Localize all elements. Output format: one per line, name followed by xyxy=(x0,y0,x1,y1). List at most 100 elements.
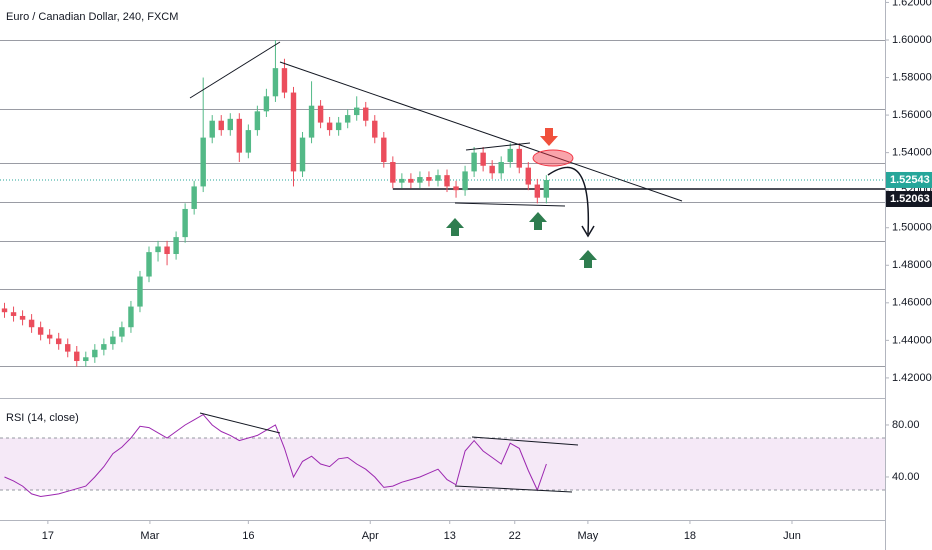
y-tick-label: 1.50000 xyxy=(892,222,932,234)
candle-body xyxy=(363,107,369,121)
projection-arrowhead xyxy=(581,225,595,238)
candle-body xyxy=(55,338,62,345)
candle-body xyxy=(254,111,261,131)
candle-body xyxy=(299,137,306,172)
candle-body xyxy=(426,177,432,181)
candle-body xyxy=(462,171,468,191)
x-tick-label: 18 xyxy=(684,530,696,542)
candle-body xyxy=(399,178,405,183)
candle-body xyxy=(435,175,441,181)
candle-body xyxy=(408,178,414,183)
chart-title: Euro / Canadian Dollar, 240, FXCM xyxy=(6,11,178,23)
candle-body xyxy=(281,68,288,93)
candle-body xyxy=(65,344,71,352)
candle-body xyxy=(516,148,522,168)
y-tick-label: 1.46000 xyxy=(892,297,932,309)
candle-body xyxy=(164,246,170,255)
drawings xyxy=(189,41,683,493)
candle-body xyxy=(471,152,477,172)
y-tick-label: 1.60000 xyxy=(892,34,932,46)
candle-body xyxy=(19,315,26,320)
arrow-icons xyxy=(446,128,597,268)
price-label-box xyxy=(886,171,932,188)
candle-body xyxy=(354,107,360,116)
x-tick-label: 17 xyxy=(42,530,54,542)
trend-line xyxy=(279,61,683,202)
candle-body xyxy=(236,118,243,153)
projection-curve xyxy=(547,166,590,235)
candle-body xyxy=(128,306,134,328)
candle-body xyxy=(507,148,513,163)
candle-body xyxy=(308,105,315,138)
candle-body xyxy=(263,96,270,112)
x-tick-label: 22 xyxy=(509,530,521,542)
candle-body xyxy=(525,167,531,185)
candle-body xyxy=(272,68,279,97)
y-tick-label: 40.00 xyxy=(892,471,920,483)
candle-body xyxy=(28,319,35,328)
candle-body xyxy=(218,120,224,131)
candle-body xyxy=(326,122,333,131)
x-tick-label: Mar xyxy=(140,530,159,542)
trend-line xyxy=(465,142,531,151)
candle-body xyxy=(155,246,161,253)
candle-body xyxy=(101,344,107,350)
marks-layer xyxy=(1,39,550,498)
candle-body xyxy=(74,351,80,362)
up-arrow xyxy=(529,212,547,230)
candle-body xyxy=(110,336,116,345)
y-tick-label: 1.48000 xyxy=(892,259,932,271)
candle-body xyxy=(119,327,125,337)
price-label-box xyxy=(886,190,932,207)
candle-body xyxy=(137,276,143,307)
candle-body xyxy=(335,122,342,131)
candle-body xyxy=(417,177,423,183)
y-tick-label: 1.62000 xyxy=(892,0,932,8)
candle-body xyxy=(10,312,17,316)
candle-body xyxy=(245,130,252,153)
trend-line xyxy=(454,202,566,207)
candle-body xyxy=(290,92,297,172)
highlight-ellipse xyxy=(532,149,574,167)
candle-body xyxy=(200,137,206,187)
rsi-trend-line xyxy=(199,412,281,434)
candle-body xyxy=(534,184,541,198)
up-arrow xyxy=(579,250,597,268)
candle-body xyxy=(498,162,504,174)
candle-body xyxy=(182,208,188,238)
candle-body xyxy=(317,105,324,123)
rsi-band xyxy=(0,437,885,490)
candle-body xyxy=(92,349,98,358)
price-label: 1.52543 xyxy=(890,174,930,186)
candle-body xyxy=(209,120,215,138)
down-arrow xyxy=(540,128,558,146)
rsi-title: RSI (14, close) xyxy=(6,412,79,424)
x-tick-label: May xyxy=(578,530,599,542)
candle-body xyxy=(46,334,53,339)
y-tick-label: 1.42000 xyxy=(892,372,932,384)
candle-body xyxy=(444,175,450,187)
candle-body xyxy=(372,120,378,138)
x-tick-label: 16 xyxy=(242,530,254,542)
candle-body xyxy=(83,357,89,362)
front-layer: 1.52543 1.52063 xyxy=(886,171,932,207)
x-tick-label: 13 xyxy=(444,530,456,542)
candle-body xyxy=(543,179,550,198)
y-tick-label: 1.54000 xyxy=(892,147,932,159)
candle-body xyxy=(381,137,387,163)
candle-body xyxy=(344,115,351,123)
trend-line xyxy=(189,41,281,99)
rsi-trend-line xyxy=(454,485,573,493)
candle-body xyxy=(1,308,8,313)
candle-body xyxy=(453,186,459,191)
candle-body xyxy=(146,252,152,277)
x-tick-label: Apr xyxy=(362,530,379,542)
rsi-trend-line xyxy=(471,436,579,446)
y-tick-label: 1.58000 xyxy=(892,71,932,83)
x-tick-label: Jun xyxy=(783,530,801,542)
candle-body xyxy=(173,237,179,255)
candle-body xyxy=(390,162,396,183)
y-tick-label: 1.44000 xyxy=(892,334,932,346)
